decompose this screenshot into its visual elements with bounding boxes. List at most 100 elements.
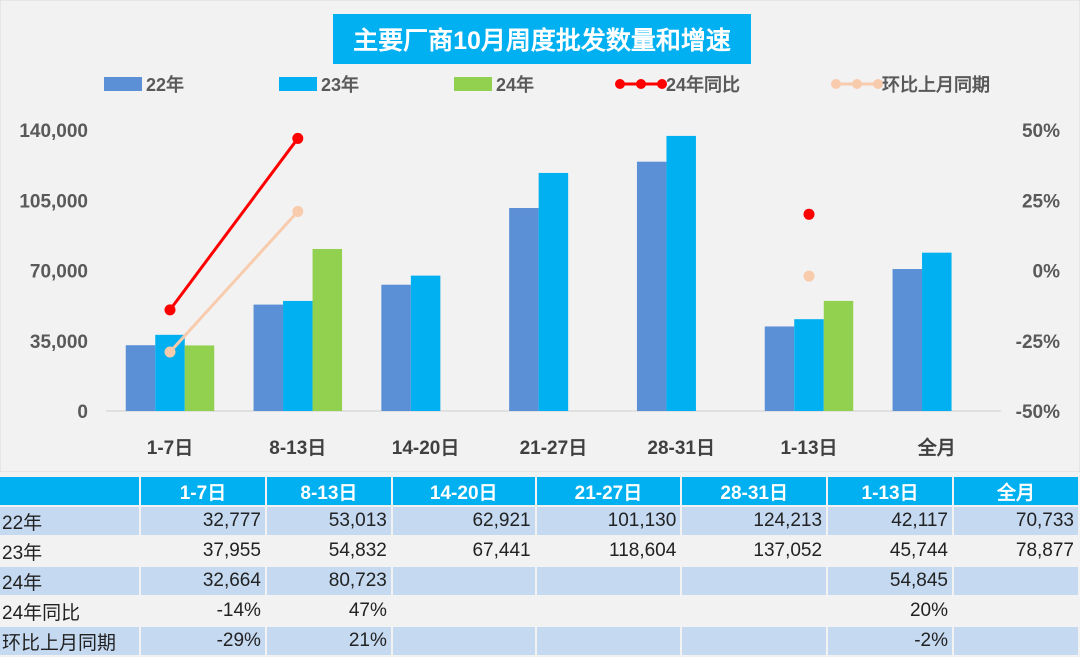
bar-23年	[666, 135, 696, 411]
table-header: 8-13日	[266, 477, 391, 505]
row-header: 22年	[0, 507, 139, 535]
y2-tick-label: -50%	[1016, 402, 1060, 423]
table-cell: 70,733	[954, 507, 1078, 535]
legend-label: 24年同比	[666, 74, 740, 95]
table-header: 14-20日	[392, 477, 535, 505]
x-tick-label: 28-31日	[647, 438, 715, 459]
table-row: 23年 37,955 54,832 67,441 118,604 137,052 45,74…	[0, 537, 1078, 565]
point-环比上月同期	[164, 346, 176, 358]
point-24年同比	[803, 208, 815, 220]
row-header: 24年	[0, 567, 139, 595]
line-segment-24年同比	[168, 137, 300, 311]
table-cell: 124,213	[682, 507, 827, 535]
table-cell: -2%	[828, 627, 952, 655]
table-header: 1-7日	[141, 477, 265, 505]
table-cell: 47%	[266, 597, 391, 625]
table-cell: 21%	[266, 627, 391, 655]
bar-22年	[636, 161, 667, 411]
bar-23年	[155, 334, 185, 411]
chart-title: 主要厂商10月周度批发数量和增速	[333, 14, 751, 64]
table-cell: 53,013	[266, 507, 391, 535]
table-cell	[536, 627, 681, 655]
table-row: 环比上月同期 -29% 21% -2%	[0, 627, 1078, 655]
table-cell	[954, 567, 1078, 595]
table-cell: 45,744	[828, 537, 952, 565]
table-cell: 42,117	[828, 507, 952, 535]
x-tick-label: 1-7日	[147, 438, 193, 459]
bar-22年	[509, 208, 539, 411]
point-环比上月同期	[292, 205, 304, 217]
table-cell	[954, 597, 1078, 625]
table-header: 28-31日	[682, 477, 827, 505]
row-header: 24年同比	[0, 597, 139, 625]
table-cell: 67,441	[392, 537, 535, 565]
legend-label: 环比上月同期	[882, 75, 990, 95]
table-cell	[682, 567, 827, 595]
bar-23年	[283, 300, 313, 411]
table-cell	[536, 567, 681, 595]
data-table: 1-7日 8-13日 14-20日 21-27日 28-31日 1-13日 全月…	[0, 475, 1080, 657]
table-cell	[954, 627, 1078, 655]
legend-marker	[657, 79, 667, 89]
table-cell	[392, 567, 535, 595]
point-环比上月同期	[803, 270, 815, 282]
table-cell: -29%	[141, 627, 265, 655]
legend-swatch	[454, 77, 492, 91]
legend-marker	[636, 79, 646, 89]
x-tick-label: 1-13日	[780, 438, 837, 459]
bar-24年	[312, 248, 343, 411]
table-cell: 32,664	[141, 567, 265, 595]
table-cell: 54,832	[266, 537, 391, 565]
table-cell: 62,921	[392, 507, 535, 535]
table-row: 24年 32,664 80,723 54,845	[0, 567, 1078, 595]
y-tick-label: 105,000	[19, 191, 88, 212]
x-tick-label: 21-27日	[520, 438, 588, 459]
table-header-row: 1-7日 8-13日 14-20日 21-27日 28-31日 1-13日 全月	[0, 477, 1078, 505]
legend-label: 23年	[321, 74, 359, 95]
bar-22年	[125, 345, 156, 411]
bar-23年	[922, 252, 952, 411]
legend-marker	[615, 79, 625, 89]
table-cell	[536, 597, 681, 625]
table-cell: -14%	[141, 597, 265, 625]
table-header: 1-13日	[828, 477, 952, 505]
point-24年同比	[292, 132, 304, 144]
bar-22年	[253, 304, 284, 411]
table-header	[0, 477, 139, 505]
table-header: 21-27日	[536, 477, 681, 505]
table-cell: 54,845	[828, 567, 952, 595]
x-tick-label: 全月	[917, 436, 956, 459]
table-cell: 78,877	[954, 537, 1078, 565]
table-cell: 101,130	[536, 507, 681, 535]
table-cell	[682, 627, 827, 655]
legend-label: 22年	[146, 74, 184, 95]
y2-tick-label: 25%	[1022, 191, 1060, 212]
table-cell: 118,604	[536, 537, 681, 565]
table-cell	[392, 597, 535, 625]
bar-22年	[764, 326, 795, 411]
bar-23年	[410, 275, 441, 411]
table-row: 24年同比 -14% 47% 20%	[0, 597, 1078, 625]
bar-23年	[794, 319, 824, 411]
y2-tick-label: 0%	[1033, 262, 1061, 283]
x-tick-label: 8-13日	[269, 438, 326, 459]
legend-marker	[831, 79, 841, 89]
row-header: 环比上月同期	[0, 627, 139, 655]
x-tick-label: 14-20日	[392, 438, 460, 459]
legend-marker	[852, 79, 862, 89]
bar-24年	[823, 300, 854, 411]
point-24年同比	[164, 304, 176, 316]
y-tick-label: 70,000	[30, 262, 88, 283]
y-tick-label: 140,000	[19, 121, 88, 142]
bar-23年	[538, 172, 569, 411]
line-segment-环比上月同期	[168, 210, 299, 353]
table-cell: 137,052	[682, 537, 827, 565]
legend-swatch	[279, 77, 317, 91]
table-cell	[682, 597, 827, 625]
bar-22年	[381, 284, 411, 411]
y2-tick-label: -25%	[1016, 332, 1060, 353]
table-cell: 20%	[828, 597, 952, 625]
table-row: 22年 32,777 53,013 62,921 101,130 124,213 42,11…	[0, 507, 1078, 535]
bar-24年	[184, 345, 215, 411]
y-tick-label: 0	[77, 402, 88, 423]
